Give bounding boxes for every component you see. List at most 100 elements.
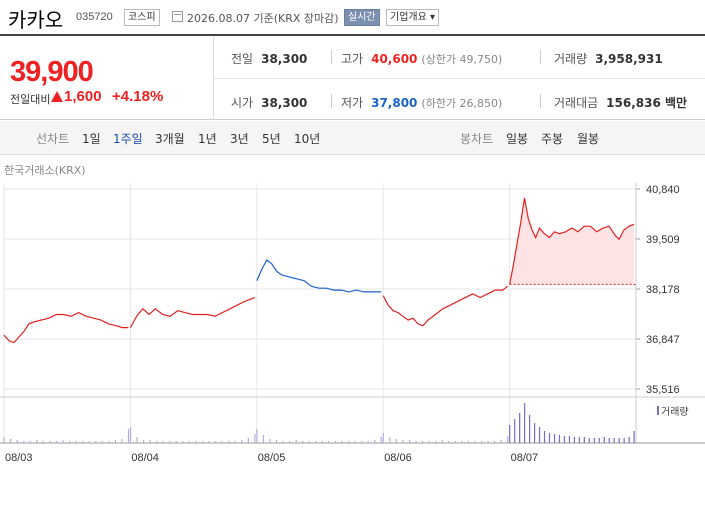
change-value: 1,600 bbox=[64, 88, 102, 105]
x-tick-label: 08/04 bbox=[131, 452, 159, 464]
x-tick-label: 08/03 bbox=[5, 452, 33, 464]
volume-bar bbox=[241, 440, 243, 443]
volume-bar bbox=[402, 440, 404, 443]
volume-bar bbox=[228, 441, 230, 443]
y-tick-label: 35,516 bbox=[646, 384, 680, 396]
volume-bar bbox=[269, 439, 271, 443]
volume-bar bbox=[608, 438, 610, 443]
volume-bar bbox=[408, 440, 411, 443]
volume-bar bbox=[142, 440, 145, 443]
candle-weekly[interactable]: 주봉 bbox=[541, 132, 564, 146]
volume-bar bbox=[448, 441, 450, 443]
volume-bar bbox=[529, 415, 531, 443]
volume-bar bbox=[275, 440, 278, 443]
volume-bar bbox=[247, 438, 249, 443]
volume-bar bbox=[156, 441, 158, 443]
company-overview-dropdown[interactable]: 기업개요 ▾ bbox=[386, 9, 439, 26]
volume-bar bbox=[367, 441, 369, 443]
volume-bar bbox=[289, 441, 291, 443]
volume-bar bbox=[461, 441, 463, 443]
source-label: 한국거래소(KRX) bbox=[4, 164, 86, 177]
volume-bar bbox=[374, 440, 376, 443]
volume-bar bbox=[136, 437, 138, 443]
prev-close: 전일 38,300 bbox=[231, 52, 308, 66]
period-5y[interactable]: 5년 bbox=[262, 132, 281, 146]
period-1d[interactable]: 1일 bbox=[82, 132, 101, 146]
line-chart-label: 선차트 bbox=[36, 132, 70, 146]
price-series-08-05 bbox=[256, 259, 382, 293]
period-10y[interactable]: 10년 bbox=[294, 132, 321, 146]
volume-bar bbox=[127, 429, 130, 443]
volume-bar bbox=[558, 435, 561, 443]
volume-bar bbox=[578, 437, 580, 443]
volume-bar bbox=[234, 441, 236, 443]
price-series-08-03 bbox=[3, 311, 129, 344]
volume-bar bbox=[302, 441, 304, 443]
day-low: 저가 37,800 (하한가 26,850) bbox=[341, 96, 503, 110]
volume-bar bbox=[361, 441, 363, 443]
volume-bar bbox=[221, 441, 223, 443]
volume-bar bbox=[341, 441, 343, 443]
price-series-08-06 bbox=[382, 285, 508, 327]
live-button[interactable]: 실시간 bbox=[344, 9, 380, 26]
price-area-fill bbox=[509, 198, 634, 285]
current-price: 39,900 bbox=[10, 56, 94, 88]
volume-bar bbox=[149, 440, 151, 443]
volume-bar bbox=[568, 436, 571, 443]
volume-bar bbox=[519, 413, 521, 443]
volume-bar bbox=[256, 429, 258, 443]
volume-bar bbox=[573, 437, 575, 443]
volume-bar bbox=[543, 431, 546, 443]
volume-bar bbox=[282, 441, 284, 443]
volume-bar bbox=[623, 438, 625, 443]
volume-bar bbox=[507, 436, 509, 443]
volume-bar bbox=[548, 433, 551, 443]
period-3y[interactable]: 3년 bbox=[230, 132, 249, 146]
period-1y[interactable]: 1년 bbox=[198, 132, 217, 146]
volume-bar bbox=[308, 441, 310, 443]
volume-bar bbox=[334, 441, 337, 443]
candle-daily[interactable]: 일봉 bbox=[506, 132, 529, 146]
day-high: 고가 40,600 (상한가 49,750) bbox=[341, 52, 503, 66]
volume-bar bbox=[467, 441, 470, 443]
volume-bar bbox=[538, 427, 541, 443]
volume-bar bbox=[208, 441, 210, 443]
volume-bar bbox=[23, 441, 25, 443]
volume-bar bbox=[82, 441, 84, 443]
calendar-icon bbox=[172, 11, 183, 22]
price-chart[interactable]: 한국거래소(KRX) 40,840 39,509 38,178 36,847 35,516… bbox=[0, 155, 705, 505]
volume-legend-swatch bbox=[657, 406, 659, 415]
volume-bar bbox=[169, 441, 171, 443]
volume-bar bbox=[182, 441, 184, 443]
stock-code: 035720 bbox=[76, 11, 113, 23]
volume-bar bbox=[129, 427, 132, 443]
volume-bar bbox=[101, 441, 103, 443]
change-percent: +4.18% bbox=[112, 88, 164, 105]
volume-bar bbox=[215, 441, 217, 443]
candle-monthly[interactable]: 월봉 bbox=[577, 132, 600, 146]
volume-bar bbox=[254, 434, 256, 443]
stock-name[interactable]: 카카오 bbox=[8, 8, 64, 32]
volume: 거래량 3,958,931 bbox=[554, 52, 663, 66]
period-3m[interactable]: 3개월 bbox=[155, 132, 185, 146]
volume-bar bbox=[347, 441, 350, 443]
volume-bar bbox=[514, 419, 516, 443]
volume-bar bbox=[162, 441, 164, 443]
y-tick-label: 39,509 bbox=[646, 234, 680, 246]
volume-bar bbox=[380, 437, 382, 443]
volume-bar bbox=[201, 441, 204, 443]
period-1w[interactable]: 1주일 bbox=[113, 132, 143, 146]
volume-bar bbox=[29, 441, 31, 443]
volume-bar bbox=[524, 403, 526, 443]
volume-bar bbox=[16, 440, 18, 443]
volume-bar bbox=[588, 438, 590, 443]
volume-bar bbox=[55, 441, 58, 443]
volume-bar bbox=[583, 437, 585, 443]
candle-chart-label: 봉차트 bbox=[460, 132, 494, 146]
price-summary: 39,900 전일대비 1,600 +4.18% 전일 38,300 고가 40,6… bbox=[0, 34, 705, 120]
open-price: 시가 38,300 bbox=[231, 96, 308, 110]
volume-bar bbox=[421, 441, 424, 443]
y-tick-label: 38,178 bbox=[646, 284, 680, 296]
change-label: 전일대비 bbox=[10, 93, 51, 106]
up-triangle-icon bbox=[51, 91, 63, 102]
